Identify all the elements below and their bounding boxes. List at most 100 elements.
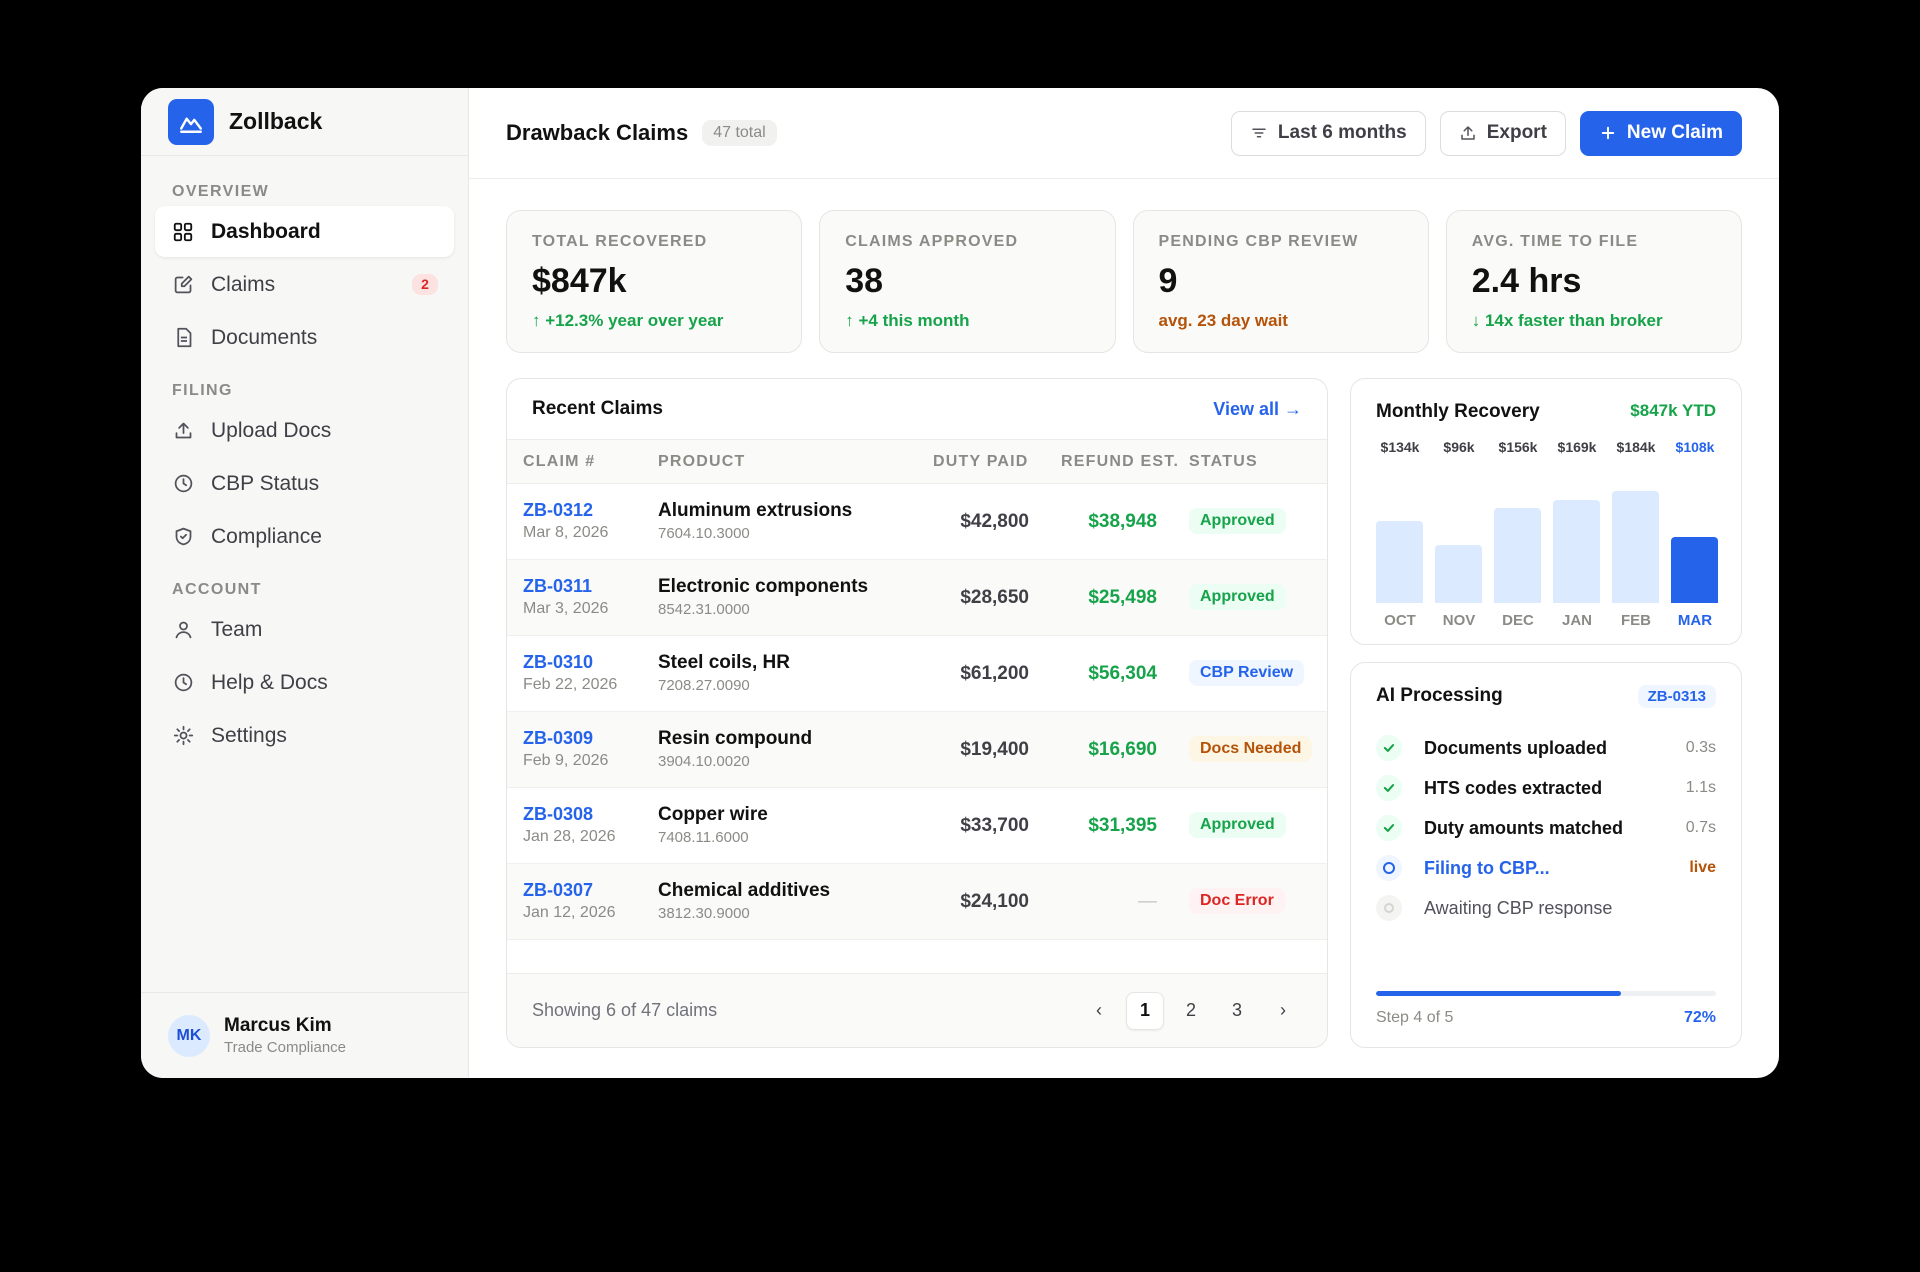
sidebar-item-cbp-status[interactable]: CBP Status [155,458,454,509]
pagination: ‹ 1 2 3 › [1080,991,1302,1030]
ytd-total: $847k YTD [1630,401,1716,420]
processing-step: Documents uploaded 0.3s [1376,733,1716,763]
page-1-button[interactable]: 1 [1126,991,1164,1030]
product-name: Chemical additives [658,880,831,901]
hts-code: 7604.10.3000 [658,525,750,542]
view-all-link[interactable]: View all → [1213,398,1302,419]
bar-oct[interactable] [1376,521,1423,603]
avatar: MK [168,1014,210,1057]
sidebar-nav: OVERVIEW Dashboard Claims 2 Documents FILING U… [141,156,468,761]
claim-id-link[interactable]: ZB-0308 [523,804,594,824]
stat-value: $847k [532,262,627,300]
page-3-button[interactable]: 3 [1231,1000,1242,1020]
page-2-button[interactable]: 2 [1185,1000,1196,1020]
x-tick-label: FEB [1621,612,1651,629]
claim-id-link[interactable]: ZB-0309 [523,728,594,748]
x-tick-label: NOV [1442,612,1476,629]
column-header-claim[interactable]: CLAIM # [523,453,596,470]
sidebar-item-label: Upload Docs [211,418,332,442]
user-icon [171,618,195,642]
stat-card-claims-approved[interactable]: CLAIMS APPROVED 38 ↑ +4 this month [819,210,1116,353]
sidebar-item-label: Claims [211,272,276,296]
column-header-refund[interactable]: REFUND EST. [1061,453,1180,470]
stat-card-total-recovered[interactable]: TOTAL RECOVERED $847k ↑ +12.3% year over y… [506,210,803,353]
processing-claim-tag[interactable]: ZB-0313 [1637,685,1716,708]
main-content: Drawback Claims 47 total Last 6 months E… [469,88,1779,1078]
status-badge: Approved [1189,584,1286,610]
sidebar: Zollback OVERVIEW Dashboard Claims 2 Documen… [141,88,469,1078]
date-filter-button[interactable]: Last 6 months [1230,110,1426,156]
table-row[interactable]: ZB-0309 Feb 9, 2026 Resin compound 3904.10.… [507,712,1327,788]
claim-id-link[interactable]: ZB-0307 [523,880,594,900]
sun-gear-icon [171,724,195,748]
sidebar-item-team[interactable]: Team [155,604,454,655]
new-claim-button[interactable]: New Claim [1579,110,1742,156]
claim-id-link[interactable]: ZB-0310 [523,652,594,672]
sidebar-item-upload-docs[interactable]: Upload Docs [155,405,454,456]
export-label: Export [1486,122,1547,143]
processing-step: Duty amounts matched 0.7s [1376,813,1716,843]
processing-step: HTS codes extracted 1.1s [1376,773,1716,803]
stat-trend: ↓ 14x faster than broker [1471,311,1663,330]
shield-icon [171,525,195,549]
x-tick-label: MAR [1677,612,1713,629]
recent-claims-title: Recent Claims [532,398,663,419]
table-row[interactable]: ZB-0312 Mar 8, 2026 Aluminum extrusions 760… [507,484,1327,560]
zollback-logo-icon [168,98,214,145]
table-row[interactable]: ZB-0311 Mar 3, 2026 Electronic components 8… [507,560,1327,636]
stat-card-avg-time-to-file[interactable]: AVG. TIME TO FILE 2.4 hrs ↓ 14x faster tha… [1445,210,1742,353]
status-badge: CBP Review [1189,660,1305,686]
app-window: Zollback OVERVIEW Dashboard Claims 2 Documen… [141,88,1779,1078]
column-header-duty[interactable]: DUTY PAID [933,453,1029,470]
next-page-button[interactable]: › [1280,1000,1286,1020]
sidebar-item-documents[interactable]: Documents [155,312,454,363]
column-header-status[interactable]: STATUS [1189,453,1258,470]
stat-value: 38 [845,262,884,300]
step-counter: Step 4 of 5 [1376,1009,1454,1026]
progress-bar [1376,991,1716,996]
stat-card-pending-cbp-review[interactable]: PENDING CBP REVIEW 9 avg. 23 day wait [1132,210,1429,353]
check-icon [1376,775,1402,801]
table-row[interactable]: ZB-0310 Feb 22, 2026 Steel coils, HR 7208.2… [507,636,1327,712]
sidebar-item-label: Compliance [211,524,322,548]
prev-page-button[interactable]: ‹ [1096,1000,1102,1020]
sidebar-item-claims[interactable]: Claims 2 [155,259,454,310]
column-header-product[interactable]: PRODUCT [658,453,746,470]
refund-estimate: — [1138,891,1157,912]
help-clock-icon [171,671,195,695]
export-icon [1459,124,1477,142]
product-name: Aluminum extrusions [658,500,853,521]
stat-cards: TOTAL RECOVERED $847k ↑ +12.3% year over y… [506,210,1742,353]
sidebar-item-dashboard[interactable]: Dashboard [155,206,454,257]
table-row[interactable]: ZB-0308 Jan 28, 2026 Copper wire 7408.11.60… [507,788,1327,864]
sidebar-item-label: Dashboard [211,219,321,243]
brand[interactable]: Zollback [141,88,468,156]
claim-id-link[interactable]: ZB-0312 [523,500,594,520]
step-label: Documents uploaded [1424,737,1608,758]
claim-date: Feb 22, 2026 [523,676,618,693]
pending-icon [1376,895,1402,921]
refund-estimate: $38,948 [1088,511,1157,532]
sidebar-item-compliance[interactable]: Compliance [155,511,454,562]
sidebar-item-help-docs[interactable]: Help & Docs [155,657,454,708]
table-row[interactable]: ZB-0307 Jan 12, 2026 Chemical additives 381… [507,864,1327,940]
bar-feb[interactable] [1612,491,1659,603]
document-icon [171,326,195,350]
filter-icon [1250,124,1268,142]
sidebar-item-settings[interactable]: Settings [155,710,454,761]
hts-code: 7208.27.0090 [658,677,750,694]
bar-mar[interactable] [1671,537,1718,603]
bar-dec[interactable] [1494,508,1541,603]
user-name: Marcus Kim [224,1015,332,1036]
claim-date: Feb 9, 2026 [523,752,609,769]
clock-icon [171,472,195,496]
user-profile[interactable]: MK Marcus Kim Trade Compliance [141,992,468,1078]
plus-icon [1599,124,1617,142]
claim-id-link[interactable]: ZB-0311 [523,576,593,596]
export-button[interactable]: Export [1439,110,1566,156]
bar-jan[interactable] [1553,500,1600,603]
monthly-recovery-title: Monthly Recovery [1376,401,1540,422]
bar-nov[interactable] [1435,545,1482,603]
step-duration: 0.3s [1685,739,1716,756]
date-filter-label: Last 6 months [1277,122,1407,143]
